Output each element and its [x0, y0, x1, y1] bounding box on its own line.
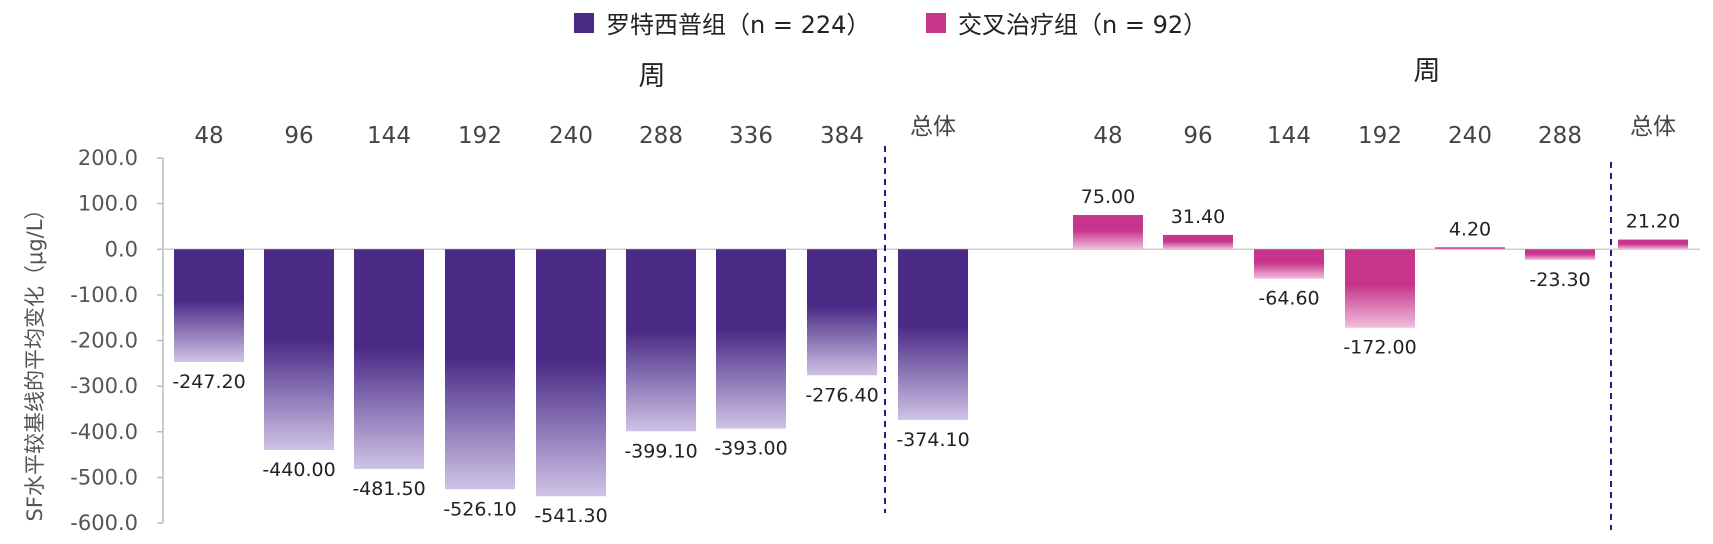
- y-tick-label: -500.0: [70, 465, 138, 489]
- y-tick-label: -600.0: [70, 511, 138, 535]
- y-tick-label: -400.0: [70, 420, 138, 444]
- rox-bar: [264, 249, 334, 450]
- y-tick-label: -300.0: [70, 374, 138, 398]
- rox-category-label: 96: [284, 123, 313, 149]
- y-axis-label: SF水平较基线的平均变化（μg/L）: [23, 199, 47, 522]
- cross-value-label: 75.00: [1081, 186, 1135, 208]
- rox-value-label: -374.10: [896, 429, 969, 451]
- group-title-cross: 周: [1414, 56, 1441, 87]
- cross-value-label: -23.30: [1529, 269, 1590, 291]
- rox-category-label: 336: [729, 123, 773, 149]
- group-title-rox: 周: [639, 61, 666, 92]
- cross-category-label: 96: [1183, 123, 1212, 149]
- legend-label-cross: 交叉治疗组（n = 92）: [958, 11, 1207, 39]
- rox-value-label: -481.50: [352, 478, 425, 500]
- rox-bar: [898, 249, 968, 420]
- cross-category-label: 240: [1448, 123, 1492, 149]
- rox-value-label: -393.00: [714, 438, 787, 460]
- legend: 罗特西普组（n = 224） 交叉治疗组（n = 92）: [574, 11, 1207, 39]
- legend-label-rox: 罗特西普组（n = 224）: [606, 11, 870, 39]
- legend-swatch-rox: [574, 13, 594, 33]
- rox-bar: [174, 249, 244, 363]
- rox-value-label: -440.00: [262, 459, 335, 481]
- cross-bar: [1163, 234, 1233, 250]
- rox-bar: [445, 249, 515, 490]
- y-tick-label: 100.0: [78, 192, 138, 216]
- cross-category-label: 144: [1267, 123, 1311, 149]
- cross-bar: [1525, 249, 1595, 260]
- rox-category-label: 总体: [910, 114, 956, 140]
- y-axis-ticks: 200.0 100.0 0.0 -100.0 -200.0 -300.0 -400.0 -50…: [70, 146, 163, 535]
- cross-value-label: -172.00: [1343, 337, 1416, 359]
- rox-category-label: 240: [549, 123, 593, 149]
- bars-rox-series: 48 -247.20 96 -440.00 144 -481.50 192 -526.10 24…: [172, 114, 969, 527]
- cross-value-label: -64.60: [1258, 288, 1319, 310]
- cross-category-label: 48: [1093, 123, 1122, 149]
- rox-bar: [626, 249, 696, 432]
- rox-bar: [354, 249, 424, 469]
- rox-category-label: 384: [820, 123, 864, 149]
- rox-bar: [716, 249, 786, 429]
- cross-value-label: 31.40: [1171, 206, 1225, 228]
- cross-bar: [1254, 249, 1324, 279]
- rox-value-label: -541.30: [534, 505, 607, 527]
- rox-value-label: -526.10: [443, 498, 516, 520]
- rox-category-label: 48: [194, 123, 223, 149]
- y-tick-label: 200.0: [78, 146, 138, 170]
- rox-bar: [807, 249, 877, 376]
- rox-bar: [536, 249, 606, 497]
- rox-value-label: -276.40: [805, 384, 878, 406]
- legend-swatch-cross: [926, 13, 946, 33]
- rox-value-label: -247.20: [172, 371, 245, 393]
- cross-bar: [1435, 247, 1505, 250]
- cross-value-label: 21.20: [1626, 211, 1680, 233]
- y-tick-label: -200.0: [70, 329, 138, 353]
- cross-bar: [1073, 215, 1143, 250]
- cross-category-label: 288: [1538, 123, 1582, 149]
- bars-cross-series: 48 75.00 96 31.40 144 -64.60 192 -172.00 240 4.20…: [1073, 114, 1688, 359]
- cross-bar: [1618, 239, 1688, 250]
- cross-category-label: 192: [1358, 123, 1402, 149]
- y-tick-label: -100.0: [70, 283, 138, 307]
- rox-value-label: -399.10: [624, 440, 697, 462]
- rox-category-label: 144: [367, 123, 411, 149]
- y-tick-label: 0.0: [105, 237, 138, 261]
- cross-bar: [1345, 249, 1415, 328]
- rox-category-label: 288: [639, 123, 683, 149]
- cross-category-label: 总体: [1630, 114, 1676, 140]
- rox-category-label: 192: [458, 123, 502, 149]
- cross-value-label: 4.20: [1449, 218, 1491, 240]
